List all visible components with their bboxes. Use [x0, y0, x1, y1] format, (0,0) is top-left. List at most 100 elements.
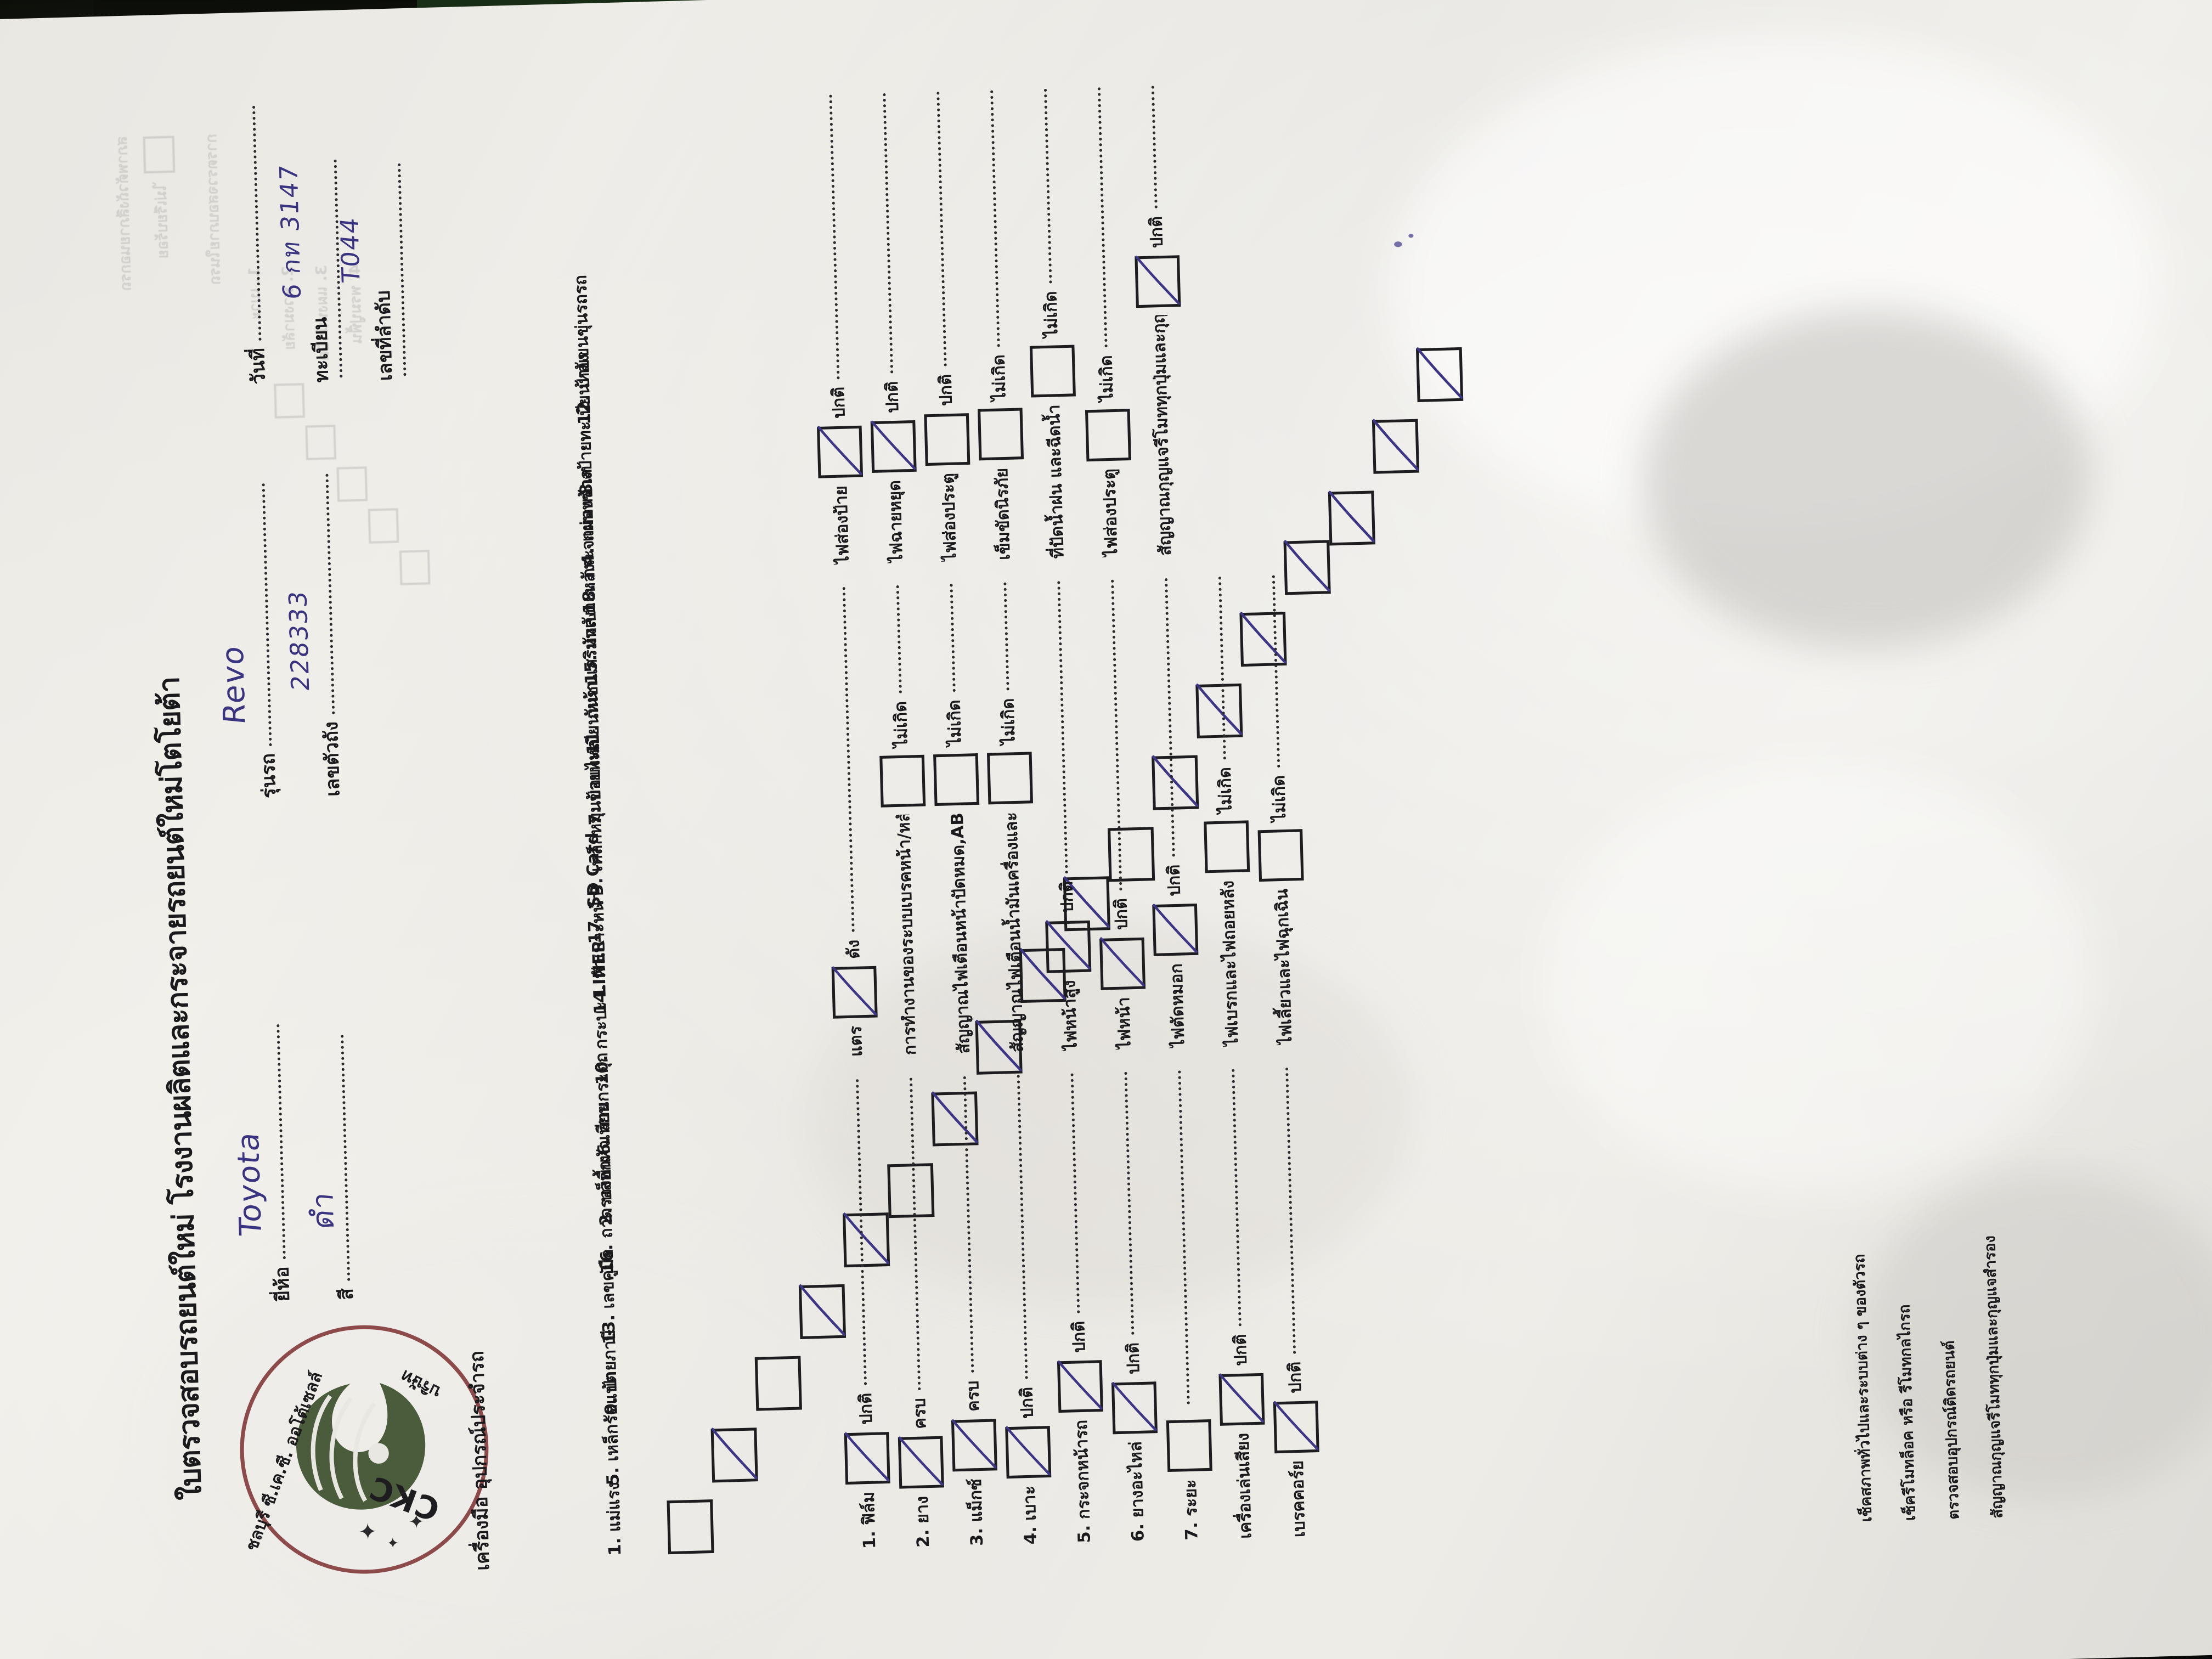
chassis-value[interactable]: 228333 [284, 589, 315, 693]
inspection-row: ไฟส่องประตู ปกติ [915, 91, 973, 562]
inspection-status-value: ไม่เกิด [1096, 355, 1118, 402]
inspection-item-label: เครื่องเล่นเสียง [1233, 1432, 1256, 1539]
inspection-row: ไฟหน้า ปกติ [1090, 579, 1147, 1050]
fill-line [949, 584, 956, 692]
inspection-row: 3. แม็กซ์ ครบ [942, 1075, 1000, 1547]
inspection-checkbox[interactable] [1085, 409, 1132, 462]
inspection-checkbox[interactable] [1257, 828, 1304, 882]
inspection-checkbox[interactable] [1166, 1419, 1212, 1472]
equipment-checkbox[interactable] [1372, 419, 1420, 474]
note-line: ตรวจสอบอุปกรณ์ติดรถยนต์ [1940, 1340, 1963, 1520]
pen-slash-icon [1273, 1401, 1319, 1451]
equipment-checkbox[interactable] [1063, 876, 1110, 932]
inspection-checkbox[interactable] [1135, 255, 1181, 308]
inspection-row: เครื่องเล่นเสียง ปกติ [1210, 1068, 1268, 1539]
equipment-checkbox[interactable] [1283, 540, 1331, 595]
fill-line [1124, 1071, 1134, 1335]
note-line: สัญญาณกุญแจรีโมททุกปุ่มและกุญแจสำรอง [1981, 1235, 2007, 1519]
inspection-status-value: ไม่เกิด [1041, 291, 1062, 338]
inspection-checkbox[interactable] [1204, 820, 1250, 873]
inspection-row: 7. ระยะ [1156, 1070, 1214, 1541]
inspection-item-label: แตร [845, 1025, 866, 1057]
equipment-checkbox[interactable] [710, 1427, 758, 1483]
inspection-status-value: ปกติ [1017, 1386, 1037, 1419]
fill-line [828, 94, 839, 379]
color-value[interactable]: ดำ [304, 1189, 341, 1231]
brand-value[interactable]: Toyota [230, 1129, 269, 1238]
date-value[interactable] [235, 105, 263, 106]
inspection-status-value: ปกติ [1164, 864, 1184, 897]
inspection-checkbox[interactable] [1111, 1381, 1158, 1435]
registration-value[interactable]: 6 กท 3147 [274, 162, 307, 301]
inspection-checkbox[interactable] [1099, 937, 1146, 990]
sequence-value[interactable]: T044 [335, 215, 366, 285]
inspection-row: ที่ปัดน้ำฝน และฉีดน้ำ ไม่เกิด [1023, 88, 1080, 560]
ckc-leaf-icon [296, 1383, 426, 1510]
fill-line [1003, 582, 1009, 691]
inspection-status-value: ไม่เกิด [1215, 766, 1236, 814]
fill-line [990, 90, 1000, 347]
pen-slash-icon [1100, 937, 1145, 987]
inspection-checkbox[interactable] [1005, 1426, 1052, 1479]
equipment-checkbox[interactable] [1416, 347, 1464, 403]
equipment-checkbox[interactable] [842, 1212, 890, 1268]
inspection-status-value: ปกติ [1057, 881, 1077, 913]
pen-slash-icon [1063, 876, 1110, 928]
inspection-item-label: 5. กระจกหน้ารถ [1071, 1419, 1094, 1544]
equipment-checkbox[interactable] [667, 1499, 714, 1555]
fill-line [1043, 88, 1052, 284]
equipment-checkbox[interactable] [1019, 947, 1066, 1003]
sequence-label: เลขที่ลำดับ [372, 290, 397, 381]
inspection-checkbox[interactable] [1218, 1373, 1265, 1426]
inspection-checkbox[interactable] [879, 754, 926, 808]
inspection-checkbox[interactable] [844, 1431, 890, 1485]
inspection-checkbox[interactable] [898, 1436, 944, 1489]
equipment-checkbox[interactable] [1152, 755, 1199, 810]
inspection-status-value: ดัง [843, 939, 864, 960]
inspection-checkbox[interactable] [1273, 1400, 1319, 1453]
equipment-checkbox[interactable] [1195, 683, 1243, 738]
inspection-row: ไฟหน้าสูง ปกติ [1036, 580, 1093, 1052]
inspection-row: สัญญาณไฟเตือนหน้าปัดหมด,ABS,ไฟเบรค,SRS ไม… [929, 583, 986, 1054]
fill-line [896, 585, 902, 693]
equipment-checkbox[interactable] [754, 1356, 802, 1411]
equipment-checkbox[interactable] [975, 1019, 1023, 1075]
inspection-checkbox[interactable] [986, 752, 1034, 805]
pen-slash-icon [1152, 755, 1198, 808]
pen-slash-icon [871, 420, 916, 470]
inspection-checkbox[interactable] [1045, 920, 1092, 973]
fill-line [1177, 1070, 1190, 1405]
inspection-item-label: สัญญาณไฟเตือนน้ำมันเครื่องและเกียร์ได้ตั… [998, 811, 1028, 1053]
pen-slash-icon [1219, 1373, 1265, 1423]
pen-slash-icon [1372, 419, 1419, 471]
equipment-checkbox[interactable] [1239, 612, 1287, 667]
inspection-checkbox[interactable] [933, 753, 980, 806]
inspection-row: 2. ยาง ครบ [888, 1077, 946, 1548]
model-value[interactable]: Revo [215, 643, 252, 726]
inspection-status-value: ปกติ [855, 1392, 876, 1425]
equipment-checkbox[interactable] [1328, 490, 1375, 546]
inspection-checkbox[interactable] [1057, 1359, 1104, 1413]
inspection-status-value: ปกติ [1230, 1334, 1251, 1367]
pen-slash-icon [1135, 255, 1180, 305]
pen-slash-icon [1006, 1426, 1051, 1476]
inspection-checkbox[interactable] [870, 420, 917, 473]
inspection-checkbox[interactable] [924, 413, 970, 466]
inspection-checkbox[interactable] [1029, 345, 1076, 398]
pen-slash-icon [1046, 920, 1091, 970]
inspection-checkbox[interactable] [951, 1419, 997, 1472]
fill-line [1272, 575, 1280, 768]
inspection-item-label: 1. ฟิล์ม [858, 1491, 879, 1549]
equipment-checkbox[interactable] [798, 1284, 847, 1339]
inspection-status-value: ปกติ [1122, 1342, 1144, 1375]
inspection-item-label: ไฟเบรกและไฟถอยหลัง [1218, 880, 1242, 1047]
inspection-item-label: ไฟฉายหยุด [884, 479, 907, 563]
inspection-item-label: 6. ยางอะไหล่ [1125, 1441, 1148, 1542]
inspection-checkbox[interactable] [1152, 903, 1199, 956]
pen-slash-icon [1057, 1360, 1103, 1410]
equipment-checkbox[interactable] [931, 1091, 979, 1147]
inspection-checkbox[interactable] [977, 408, 1024, 461]
inspection-checkbox[interactable] [831, 966, 878, 1019]
inspection-checkbox[interactable] [816, 425, 864, 478]
